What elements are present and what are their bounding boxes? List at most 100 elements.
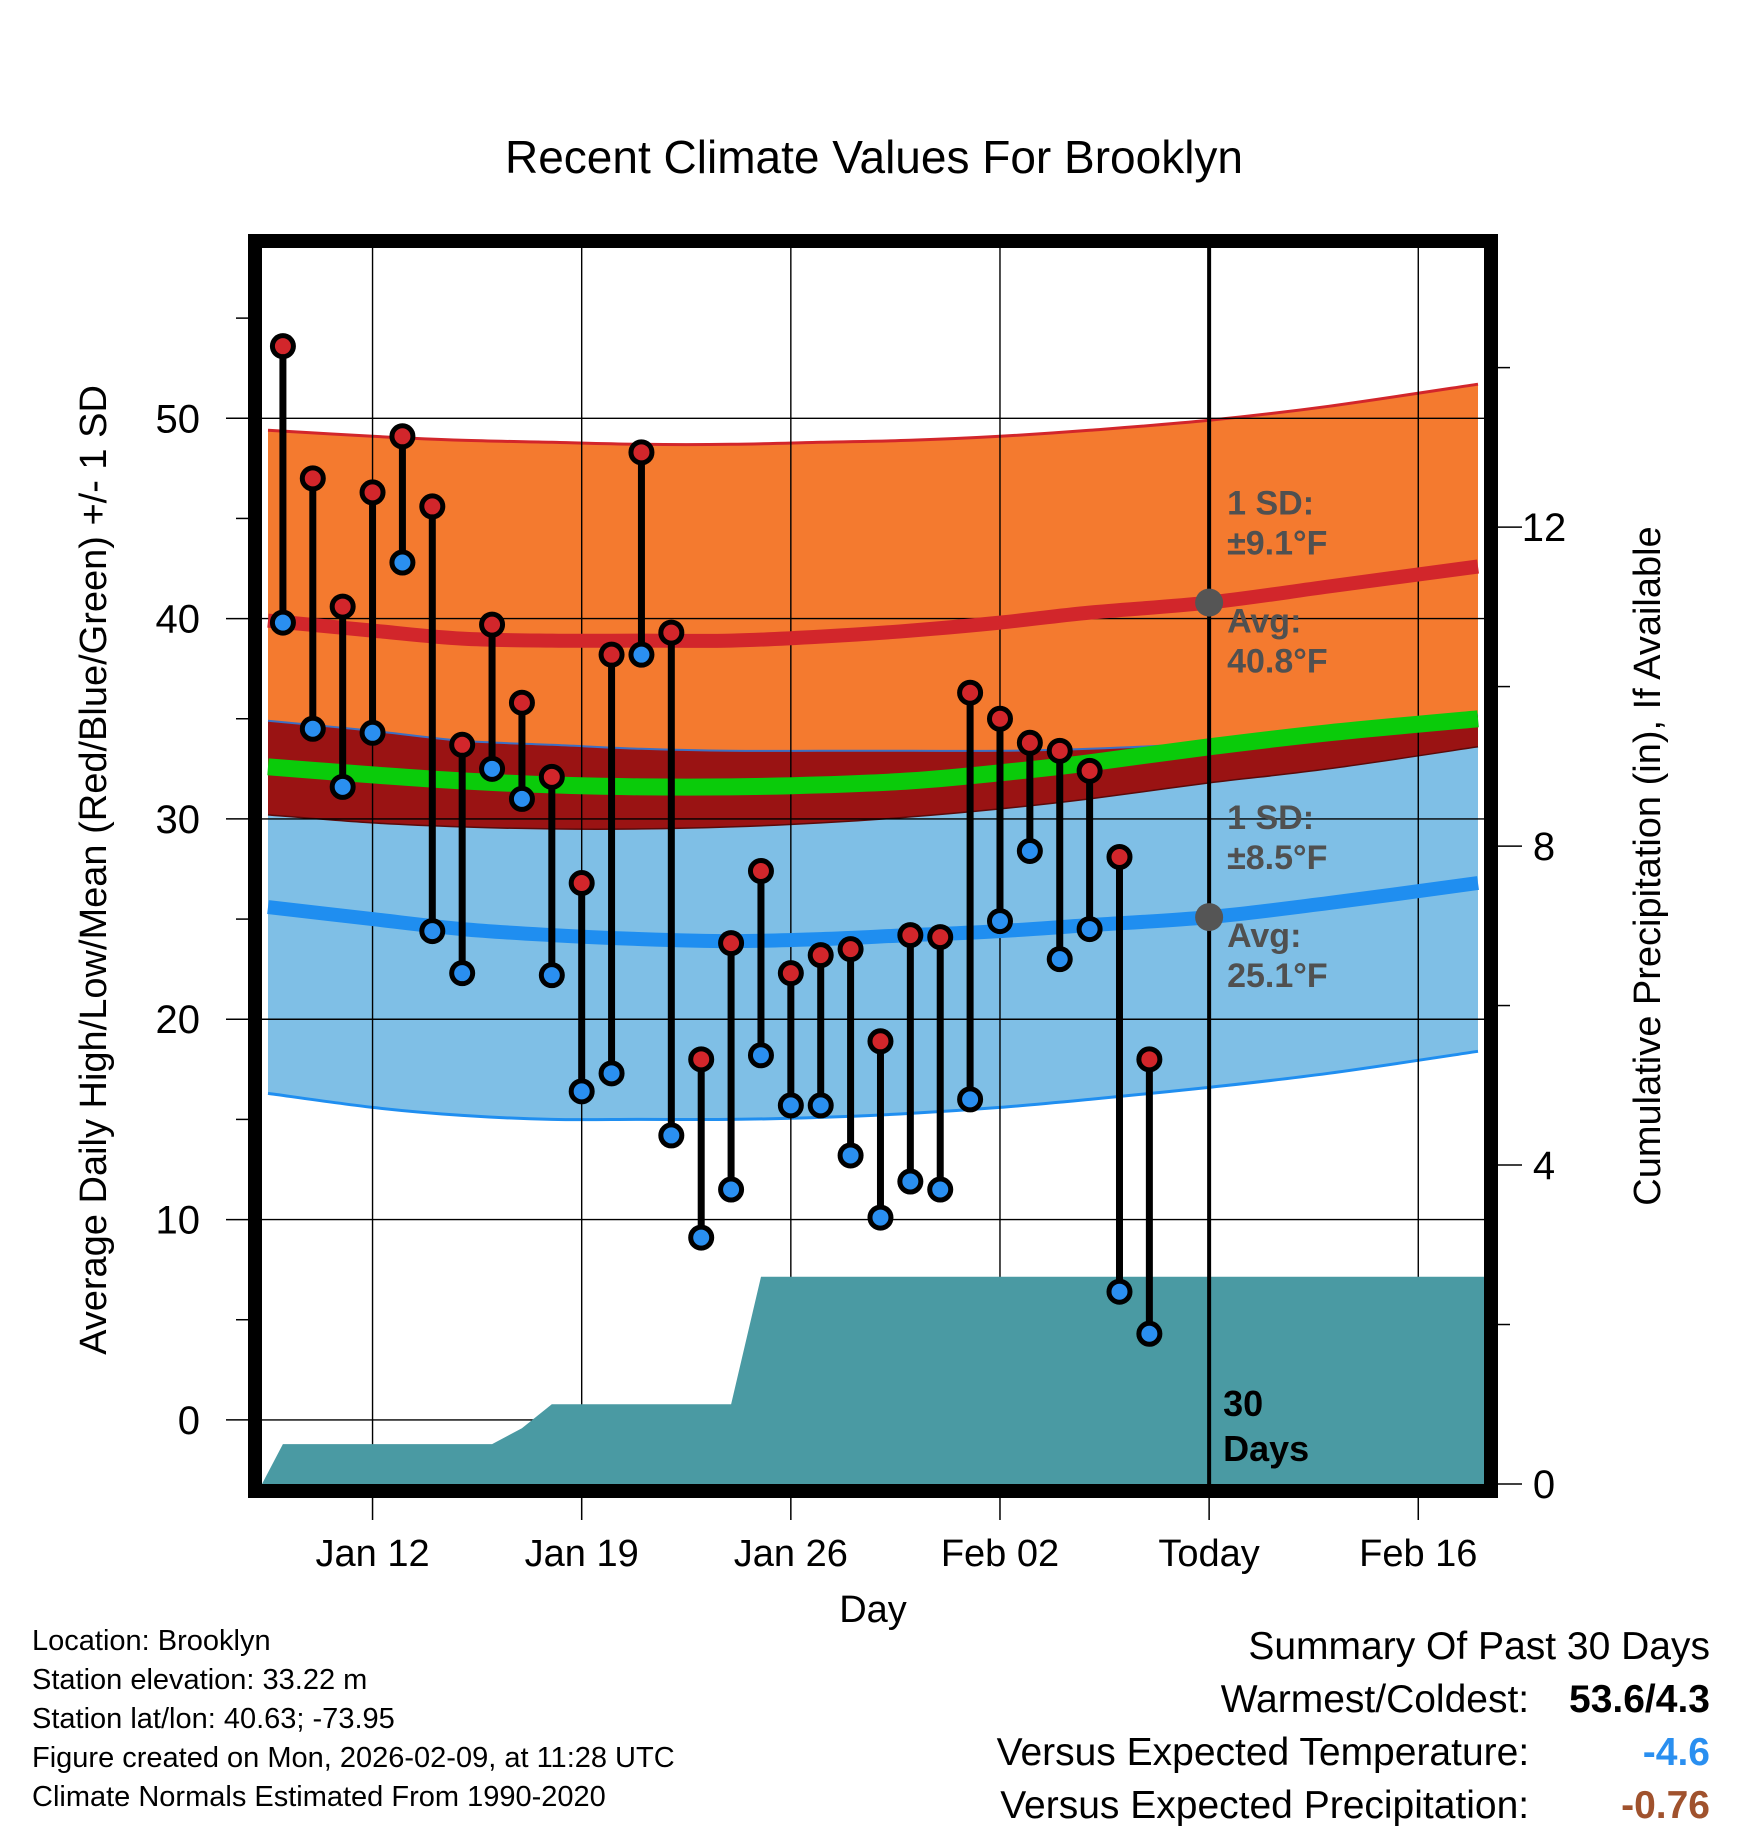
y-tick-label: 30 — [156, 798, 201, 842]
high-avg-annotation-line1: Avg: — [1227, 603, 1301, 641]
obs-high-point — [299, 465, 326, 492]
latlon-text: Station lat/lon: 40.63; -73.95 — [32, 1703, 395, 1735]
obs-high-point — [419, 493, 446, 520]
summary-heading: Summary Of Past 30 Days — [1248, 1625, 1710, 1668]
y2-tick-label: 4 — [1533, 1144, 1555, 1188]
obs-low-point — [419, 918, 446, 945]
obs-low-point — [957, 1086, 984, 1113]
summary-warmest-row: Warmest/Coldest: 53.6/4.3 — [997, 1673, 1710, 1726]
obs-low-point — [449, 960, 476, 987]
obs-high-point — [927, 924, 954, 951]
obs-high-point — [957, 679, 984, 706]
cumulative-precip-area — [262, 1276, 1484, 1484]
obs-high-point — [1046, 737, 1073, 764]
obs-high-point — [389, 423, 416, 450]
today-low-avg-marker — [1195, 903, 1224, 932]
avg-high-line — [267, 559, 1479, 648]
obs-low-point — [538, 962, 565, 989]
obs-high-point — [1106, 843, 1133, 870]
chart-title: Recent Climate Values For Brooklyn — [505, 131, 1243, 183]
x-tick-label: Jan 19 — [525, 1533, 639, 1575]
obs-low-point — [329, 773, 356, 800]
obs-high-point — [329, 593, 356, 620]
obs-high-point — [359, 479, 386, 506]
obs-high-point — [479, 611, 506, 638]
obs-low-point — [269, 609, 296, 636]
high-sd-annotation-line2: ±9.1°F — [1227, 525, 1327, 563]
temp-anomaly-value: -4.6 — [1642, 1731, 1710, 1774]
low-lower-edge — [267, 1049, 1479, 1122]
obs-low-point — [389, 549, 416, 576]
y-tick-label: 20 — [156, 998, 201, 1042]
obs-high-point — [807, 942, 834, 969]
obs-low-point — [1136, 1320, 1163, 1347]
obs-low-point — [299, 715, 326, 742]
obs-low-point — [837, 1142, 864, 1169]
obs-high-point — [747, 858, 774, 885]
summary-precip-row: Versus Expected Precipitation: -0.76 — [997, 1779, 1710, 1832]
low-avg-annotation-line1: Avg: — [1227, 917, 1301, 955]
summary-panel: Summary Of Past 30 Days Warmest/Coldest:… — [997, 1620, 1710, 1832]
plot-frame — [248, 234, 1498, 1498]
low-sd-annotation-line2: ±8.5°F — [1227, 839, 1327, 877]
x-tick-label: Jan 26 — [734, 1533, 848, 1575]
y2-tick-label: 12 — [1522, 506, 1567, 550]
period-label-line1: 30 — [1223, 1383, 1263, 1424]
y-tick-label: 50 — [156, 397, 201, 441]
obs-high-point — [628, 439, 655, 466]
obs-low-point — [927, 1176, 954, 1203]
y2-tick-label: 8 — [1533, 825, 1555, 869]
obs-low-point — [508, 785, 535, 812]
obs-high-point — [777, 960, 804, 987]
obs-high-point — [269, 333, 296, 360]
overlap-band — [268, 714, 1478, 830]
warmest-label: Warmest/Coldest: — [1220, 1678, 1530, 1721]
obs-low-point — [598, 1060, 625, 1087]
x-tick-label: Jan 12 — [316, 1533, 430, 1575]
x-tick-label: Feb 16 — [1359, 1533, 1477, 1575]
obs-high-point — [897, 922, 924, 949]
y-tick-label: 40 — [156, 598, 201, 642]
high-avg-annotation-line2: 40.8°F — [1227, 643, 1328, 681]
obs-low-point — [1016, 837, 1043, 864]
x-tick-label: Feb 02 — [941, 1533, 1059, 1575]
y2-axis-title: Cumulative Precipitation (in), If Availa… — [1627, 526, 1669, 1205]
obs-high-point — [658, 619, 685, 646]
obs-low-point — [568, 1078, 595, 1105]
today-high-avg-marker — [1195, 588, 1224, 617]
obs-high-point — [986, 705, 1013, 732]
obs-low-point — [807, 1092, 834, 1119]
obs-low-point — [359, 719, 386, 746]
y-tick-label: 10 — [156, 1199, 201, 1243]
obs-low-point — [658, 1122, 685, 1149]
obs-high-point — [718, 930, 745, 957]
high-sd-annotation-line1: 1 SD: — [1227, 485, 1314, 523]
obs-low-point — [867, 1204, 894, 1231]
precip-anomaly-value: -0.76 — [1621, 1784, 1710, 1827]
obs-high-point — [1136, 1046, 1163, 1073]
y2-tick-label: 0 — [1533, 1463, 1555, 1507]
obs-high-point — [1016, 729, 1043, 756]
created-text: Figure created on Mon, 2026-02-09, at 11… — [32, 1742, 675, 1774]
station-info: Location: Brooklyn Station elevation: 33… — [32, 1622, 675, 1817]
x-axis-title: Day — [839, 1589, 907, 1631]
obs-low-point — [479, 755, 506, 782]
obs-low-point — [897, 1168, 924, 1195]
low-sd-annotation-line1: 1 SD: — [1227, 799, 1314, 837]
obs-high-point — [449, 731, 476, 758]
obs-low-point — [718, 1176, 745, 1203]
period-label-line2: Days — [1223, 1428, 1309, 1469]
obs-low-point — [747, 1042, 774, 1069]
obs-low-point — [1076, 916, 1103, 943]
precip-anomaly-label: Versus Expected Precipitation: — [1000, 1784, 1530, 1827]
elevation-text: Station elevation: 33.22 m — [32, 1664, 368, 1696]
low-avg-annotation-line2: 25.1°F — [1227, 957, 1328, 995]
temp-anomaly-label: Versus Expected Temperature: — [996, 1731, 1530, 1774]
obs-low-point — [1106, 1278, 1133, 1305]
obs-low-point — [688, 1224, 715, 1251]
obs-high-point — [1076, 757, 1103, 784]
obs-low-point — [777, 1092, 804, 1119]
obs-high-point — [538, 763, 565, 790]
obs-high-point — [867, 1028, 894, 1055]
